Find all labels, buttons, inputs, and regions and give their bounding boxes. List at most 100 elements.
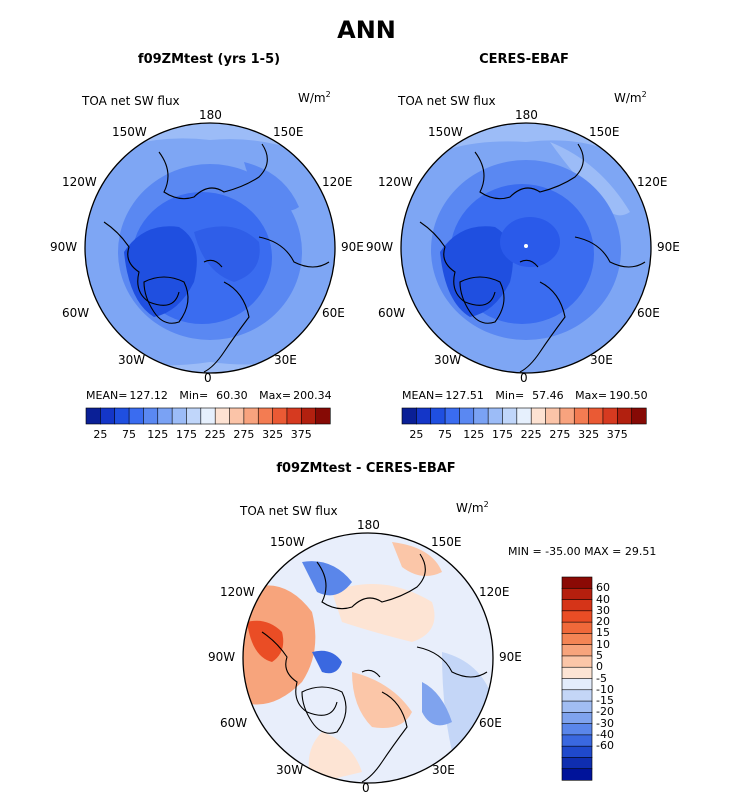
colorbar-swatch [286, 407, 302, 425]
panel-3-lon-30e: 30E [432, 763, 455, 777]
colorbar-swatch [100, 407, 116, 425]
colorbar-swatch [561, 745, 593, 759]
colorbar-swatch [516, 407, 532, 425]
colorbar-tick-label: 75 [122, 428, 137, 441]
panel-2-lon-150e: 150E [589, 125, 620, 139]
panel-2-colorbar-ticks: 25 75 125 175 225 275 325 375 [402, 428, 646, 442]
colorbar-tick-label: -10 [596, 682, 614, 696]
colorbar-tick-label: 15 [596, 626, 610, 640]
colorbar-swatch [530, 407, 547, 425]
colorbar-swatch [561, 768, 593, 781]
colorbar-tick-label: -30 [596, 716, 614, 730]
panel-1-variable: TOA net SW flux [82, 94, 180, 108]
colorbar-swatch [272, 407, 288, 425]
panel-3-lon-60w: 60W [220, 716, 248, 730]
panel-1-lon-120w: 120W [62, 175, 97, 189]
colorbar-tick-label: 30 [596, 603, 610, 617]
panel-2-variable: TOA net SW flux [398, 94, 496, 108]
panel-3-coastlines [261, 553, 488, 783]
colorbar-tick-label: 375 [290, 428, 312, 441]
colorbar-tick-label: -20 [596, 705, 614, 719]
panel-1-lon-90w: 90W [50, 240, 78, 254]
panel-1-stats: MEAN= 127.12 Min= 60.30 Max= 200.34 [86, 389, 332, 402]
colorbar-swatch [561, 644, 593, 657]
colorbar-tick-label: 75 [438, 428, 453, 441]
colorbar-tick-label: 10 [596, 637, 610, 651]
panel-3-lon-150e: 150E [431, 535, 462, 549]
panel-3-lon-120e: 120E [479, 585, 510, 599]
colorbar-tick-label: 325 [262, 428, 284, 441]
panel-3-lon-150w: 150W [270, 535, 305, 549]
panel-1-lon-150e: 150E [273, 125, 304, 139]
colorbar-swatch [186, 407, 202, 425]
colorbar-swatch [157, 407, 173, 425]
panel-3-colorbar-ticks: 60 40 30 20 15 10 5 0 -5 -10 -15 -20 -30 -40 -60 [596, 577, 636, 780]
panel-1-lon-60w: 60W [62, 306, 90, 320]
panel-1-lon-150w: 150W [112, 125, 147, 139]
colorbar-swatch [315, 407, 331, 425]
colorbar-swatch [444, 407, 461, 425]
panel-2-lon-120w: 120W [378, 175, 413, 189]
panel-1-lon-120e: 120E [322, 175, 353, 189]
panel-1-colorbar-ticks: 25 75 125 175 225 275 325 375 [86, 428, 330, 442]
panel-2-lon-180: 180 [515, 108, 538, 122]
colorbar-tick-label: 125 [463, 428, 485, 441]
colorbar-tick-label: 0 [596, 660, 603, 674]
colorbar-swatch [114, 407, 130, 425]
colorbar-swatch [502, 407, 518, 425]
panel-2-lon-30e: 30E [590, 353, 613, 367]
colorbar-swatch [243, 407, 259, 425]
colorbar-tick-label: 40 [596, 592, 610, 606]
panel-2-colorbar [401, 407, 647, 425]
colorbar-tick-label: 275 [549, 428, 571, 441]
colorbar-tick-label: 60 [596, 581, 610, 595]
colorbar-swatch [257, 407, 274, 425]
colorbar-swatch [602, 407, 618, 425]
panel-3-lon-180: 180 [357, 518, 380, 532]
panel-1-lon-0: 0 [204, 371, 212, 385]
colorbar-swatch [561, 587, 593, 601]
colorbar-tick-label: 325 [578, 428, 600, 441]
colorbar-tick-label: 5 [596, 648, 603, 662]
panel-1-units: W/m2 [298, 90, 331, 105]
colorbar-tick-label: 20 [596, 615, 610, 629]
colorbar-tick-label: -60 [596, 739, 614, 753]
panel-1-map [84, 122, 336, 374]
panel-3-variable: TOA net SW flux [240, 504, 338, 518]
colorbar-swatch [229, 407, 245, 425]
panel-2-lon-90e: 90E [657, 240, 680, 254]
colorbar-swatch [559, 407, 575, 425]
panel-2-title: CERES-EBAF [479, 52, 569, 67]
panel-2-stats: MEAN= 127.51 Min= 57.46 Max= 190.50 [402, 389, 648, 402]
figure-title: ANN [337, 16, 396, 44]
colorbar-swatch [430, 407, 446, 425]
panel-2-lon-120e: 120E [637, 175, 668, 189]
panel-3-title: f09ZMtest - CERES-EBAF [276, 461, 456, 476]
panel-2-lon-0: 0 [520, 371, 528, 385]
colorbar-tick-label: -15 [596, 694, 614, 708]
panel-3-lon-60e: 60E [479, 716, 502, 730]
colorbar-swatch [416, 407, 432, 425]
colorbar-tick-label: 125 [147, 428, 169, 441]
colorbar-swatch [561, 621, 593, 634]
colorbar-swatch [631, 407, 647, 425]
panel-2-lon-90w: 90W [366, 240, 394, 254]
colorbar-tick-label: -40 [596, 727, 614, 741]
panel-3-lon-90e: 90E [499, 650, 522, 664]
colorbar-swatch [171, 407, 188, 425]
colorbar-swatch [561, 633, 593, 646]
panel-1-colorbar [85, 407, 331, 425]
colorbar-swatch [588, 407, 604, 425]
colorbar-tick-label: 25 [409, 428, 424, 441]
panel-1-lon-30w: 30W [118, 353, 146, 367]
colorbar-swatch [459, 407, 475, 425]
panel-2-lon-30w: 30W [434, 353, 462, 367]
colorbar-swatch [561, 655, 593, 668]
panel-3-colorbar [561, 576, 593, 781]
panel-3-stats: MIN = -35.00 MAX = 29.51 [508, 545, 657, 558]
panel-2-coastlines [419, 143, 646, 373]
panel-2-lon-60e: 60E [637, 306, 660, 320]
colorbar-swatch [401, 407, 417, 425]
colorbar-swatch [214, 407, 231, 425]
colorbar-swatch [616, 407, 633, 425]
